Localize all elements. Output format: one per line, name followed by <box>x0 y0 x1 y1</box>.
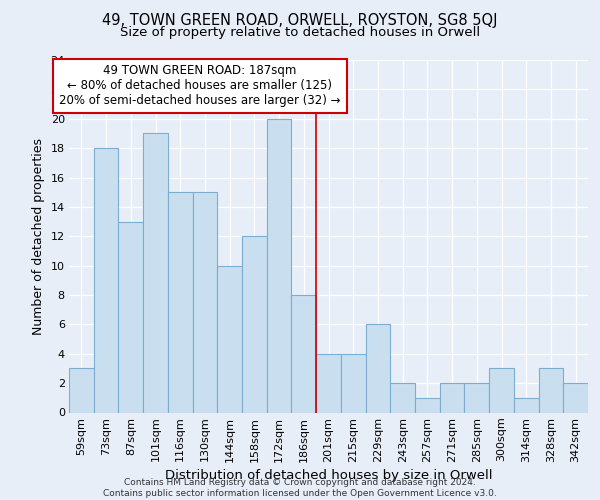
Bar <box>69 368 94 412</box>
Bar <box>464 383 489 412</box>
Bar <box>514 398 539 412</box>
Bar <box>316 354 341 412</box>
Bar <box>193 192 217 412</box>
Bar <box>94 148 118 412</box>
Text: 49 TOWN GREEN ROAD: 187sqm
← 80% of detached houses are smaller (125)
20% of sem: 49 TOWN GREEN ROAD: 187sqm ← 80% of deta… <box>59 64 341 108</box>
Bar <box>489 368 514 412</box>
Bar <box>168 192 193 412</box>
Bar <box>267 119 292 412</box>
Bar <box>341 354 365 412</box>
Text: 49, TOWN GREEN ROAD, ORWELL, ROYSTON, SG8 5QJ: 49, TOWN GREEN ROAD, ORWELL, ROYSTON, SG… <box>102 12 498 28</box>
X-axis label: Distribution of detached houses by size in Orwell: Distribution of detached houses by size … <box>165 468 492 481</box>
Bar <box>390 383 415 412</box>
Bar <box>143 134 168 412</box>
Bar <box>118 222 143 412</box>
Text: Size of property relative to detached houses in Orwell: Size of property relative to detached ho… <box>120 26 480 39</box>
Bar <box>292 295 316 412</box>
Bar <box>563 383 588 412</box>
Bar <box>440 383 464 412</box>
Bar <box>539 368 563 412</box>
Y-axis label: Number of detached properties: Number of detached properties <box>32 138 45 335</box>
Bar <box>242 236 267 412</box>
Bar <box>217 266 242 412</box>
Bar <box>415 398 440 412</box>
Text: Contains HM Land Registry data © Crown copyright and database right 2024.
Contai: Contains HM Land Registry data © Crown c… <box>103 478 497 498</box>
Bar <box>365 324 390 412</box>
